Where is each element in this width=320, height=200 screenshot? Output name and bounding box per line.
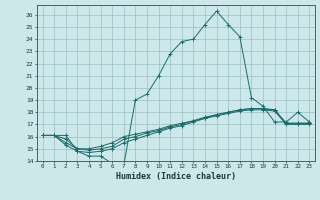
X-axis label: Humidex (Indice chaleur): Humidex (Indice chaleur) — [116, 172, 236, 181]
